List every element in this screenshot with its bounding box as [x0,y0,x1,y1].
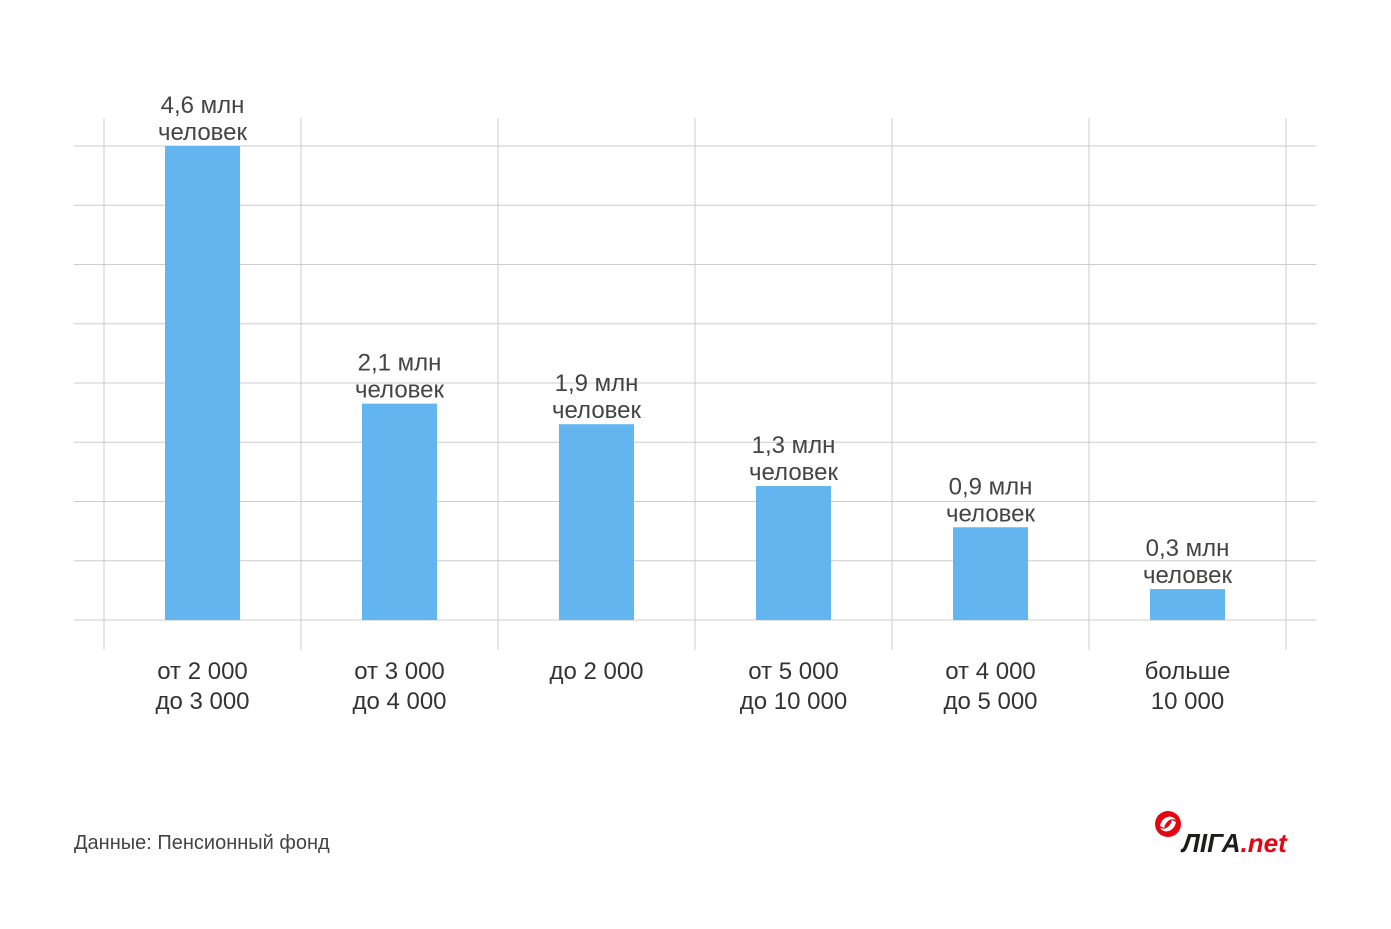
bar-value-label: человек [355,377,445,404]
liga-logo-icon [1155,811,1181,837]
bar-value-label: человек [158,119,248,146]
bar-value-label: 1,3 млн [752,432,836,459]
x-tick-label: до 3 000 [155,688,249,715]
bar-value-label: человек [946,500,1036,527]
bar [559,424,634,620]
x-tick-label: от 2 000 [157,658,248,685]
bar [165,146,240,620]
bar [362,403,437,620]
chart-grid [74,118,1316,650]
chart-bars [165,146,1225,620]
bar-value-label: 2,1 млн [358,350,442,377]
logo-wordmark-suffix: .net [1241,828,1289,858]
bar-value-label: 1,9 млн [555,370,639,397]
x-tick-label: от 5 000 [748,658,839,685]
bar-value-label: 0,9 млн [949,473,1033,500]
x-tick-label: до 10 000 [740,688,847,715]
bar-value-label: 4,6 млн [161,92,245,119]
bar [953,527,1028,620]
bar-value-label: человек [749,459,839,486]
bar [1150,589,1225,620]
x-tick-label: больше [1145,658,1231,685]
bar-value-label: человек [552,397,642,424]
x-tick-label: от 4 000 [945,658,1036,685]
x-tick-label: от 3 000 [354,658,445,685]
logo-wordmark: ЛIГА.net [1180,828,1288,858]
bar-value-label: человек [1143,562,1233,589]
x-tick-label: 10 000 [1151,688,1224,715]
liga-net-logo: ЛIГА.net [1155,811,1288,858]
source-note: Данные: Пенсионный фонд [74,832,330,854]
bar-value-label: 0,3 млн [1146,535,1230,562]
x-tick-label: до 5 000 [943,688,1037,715]
bar [756,486,831,620]
x-tick-label: до 2 000 [549,658,643,685]
chart-category-labels: от 2 000 до 3 000 от 3 000 до 4 000 до 2 000… [155,658,1230,715]
x-tick-label: до 4 000 [352,688,446,715]
logo-wordmark-main: ЛIГА [1180,828,1241,858]
